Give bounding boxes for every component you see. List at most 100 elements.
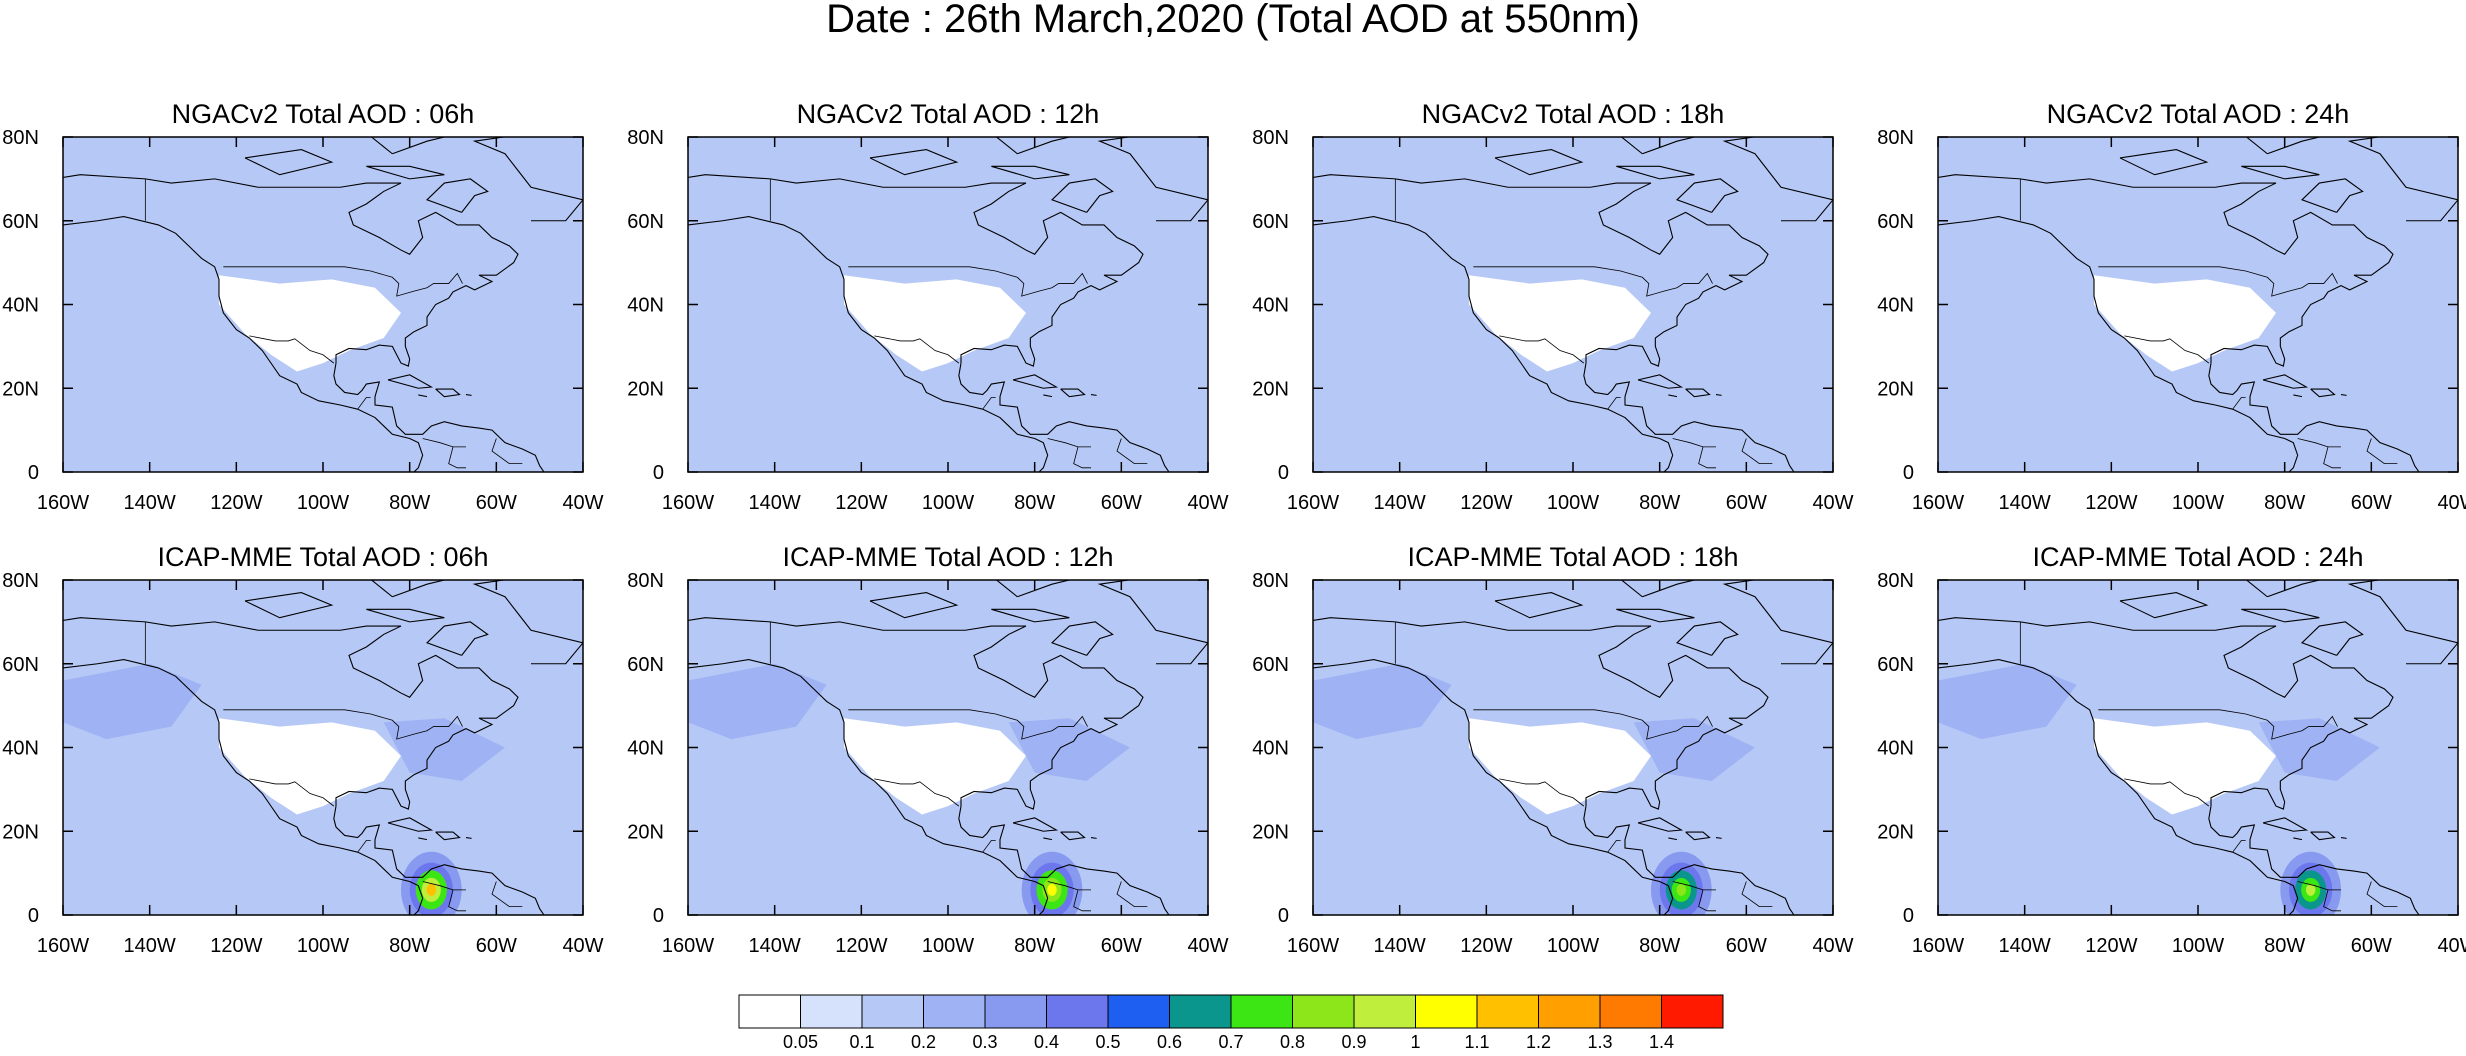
y-tick-label: 40N <box>627 738 664 760</box>
x-tick-label: 160W <box>1912 935 1964 957</box>
moderate-aod-region <box>1938 663 2077 740</box>
coastline <box>1494 591 1584 619</box>
colorbar-label: 0.2 <box>911 1032 936 1052</box>
coastline <box>2340 836 2347 839</box>
coastline <box>2245 137 2322 155</box>
political-border <box>357 397 371 410</box>
panel-title: NGACv2 Total AOD : 24h <box>2047 99 2350 129</box>
x-tick-label: 140W <box>1999 492 2051 514</box>
y-tick-label: 0 <box>653 462 664 484</box>
coastline <box>688 174 1144 367</box>
coastline <box>1090 393 1097 396</box>
x-tick-label: 120W <box>1460 492 1512 514</box>
political-border <box>2232 397 2246 410</box>
y-tick-label: 60N <box>1877 654 1914 676</box>
coastline <box>2347 580 2458 665</box>
y-tick-label: 0 <box>1278 462 1289 484</box>
map-panel: 160W 140W 120W 100W 80W 60W 40W 0 20N 40N 60N 80N NG… <box>2 99 603 514</box>
coastline <box>869 148 959 176</box>
aod-field <box>688 137 1208 472</box>
coastline <box>1313 659 1674 915</box>
y-tick-label: 80N <box>627 127 664 149</box>
aod-colorbar: 0.05 0.1 0.2 0.3 0.4 0.5 0.6 0.7 0.8 0.9 1 1.1 1.2 1.… <box>738 994 1724 1052</box>
x-tick-label: 100W <box>297 935 349 957</box>
x-tick-label: 140W <box>1374 492 1426 514</box>
coastline <box>2300 178 2364 213</box>
coastline <box>1012 817 1059 832</box>
x-tick-label: 160W <box>1287 935 1339 957</box>
political-border <box>1073 446 1091 469</box>
political-border <box>249 778 335 807</box>
political-border <box>2098 709 2338 740</box>
political-border <box>422 881 466 891</box>
coastline <box>1494 148 1584 176</box>
y-tick-label: 0 <box>1278 905 1289 927</box>
panel-title: NGACv2 Total AOD : 12h <box>797 99 1100 129</box>
coastline <box>1060 831 1086 841</box>
y-tick-label: 20N <box>1252 378 1289 400</box>
colorbar-label: 1.2 <box>1526 1032 1551 1052</box>
coastlines <box>688 137 1208 472</box>
coastline <box>1685 831 1711 841</box>
colorbar-swatch <box>1538 994 1601 1029</box>
panel-title: NGACv2 Total AOD : 18h <box>1422 99 1725 129</box>
coastline <box>2241 608 2320 623</box>
coastlines <box>63 580 583 915</box>
colorbar-swatch <box>1046 994 1109 1029</box>
moderate-aod-region <box>688 663 827 740</box>
x-tick-label: 120W <box>2085 935 2137 957</box>
political-border <box>1473 266 1713 297</box>
coastline <box>991 608 1070 623</box>
x-tick-label: 160W <box>662 492 714 514</box>
y-tick-label: 40N <box>1877 738 1914 760</box>
x-tick-label: 160W <box>662 935 714 957</box>
colorbar-label: 1.4 <box>1649 1032 1674 1052</box>
coastline <box>1097 580 1208 665</box>
y-tick-label: 60N <box>1877 211 1914 233</box>
coastline <box>465 393 472 396</box>
y-tick-label: 60N <box>2 654 39 676</box>
colorbar-label: 1 <box>1410 1032 1420 1052</box>
panel-title: ICAP-MME Total AOD : 24h <box>2032 542 2363 572</box>
y-tick-label: 40N <box>627 295 664 317</box>
colorbar-swatch <box>861 994 924 1029</box>
political-border <box>982 840 996 853</box>
aod-field <box>1313 580 1833 915</box>
y-tick-label: 80N <box>627 570 664 592</box>
y-tick-label: 80N <box>2 570 39 592</box>
x-tick-label: 60W <box>476 492 517 514</box>
coastline <box>435 388 461 398</box>
political-border <box>1698 446 1716 469</box>
x-tick-label: 40W <box>562 935 603 957</box>
aod-plume-contour <box>1676 883 1687 896</box>
coastline <box>435 831 461 841</box>
low-aod-region <box>219 275 401 372</box>
y-tick-label: 0 <box>28 905 39 927</box>
x-tick-label: 60W <box>2351 935 2392 957</box>
moderate-aod-region <box>688 220 827 297</box>
political-border <box>223 266 463 297</box>
political-border <box>2124 778 2210 807</box>
x-tick-label: 60W <box>1101 935 1142 957</box>
coastline <box>1715 393 1722 396</box>
coastline <box>2245 580 2322 598</box>
coastline <box>1675 178 1739 213</box>
moderate-aod-region <box>1938 220 2077 297</box>
coastline <box>472 580 583 665</box>
x-tick-label: 140W <box>749 935 801 957</box>
coastline <box>1620 137 1697 155</box>
x-tick-label: 160W <box>37 935 89 957</box>
coastline <box>2347 137 2458 222</box>
coastline <box>2119 148 2209 176</box>
map-panel: 160W 140W 120W 100W 80W 60W 40W 0 20N 40N 60N 80N NG… <box>627 99 1228 514</box>
political-border <box>491 881 523 908</box>
y-tick-label: 20N <box>627 378 664 400</box>
coastline <box>333 363 545 472</box>
x-tick-label: 80W <box>389 492 430 514</box>
colorbar-label: 0.1 <box>849 1032 874 1052</box>
coastline <box>366 165 445 180</box>
colorbar-swatch <box>923 994 986 1029</box>
aod-plume-contour <box>2305 883 2316 896</box>
coastline <box>1043 837 1053 841</box>
